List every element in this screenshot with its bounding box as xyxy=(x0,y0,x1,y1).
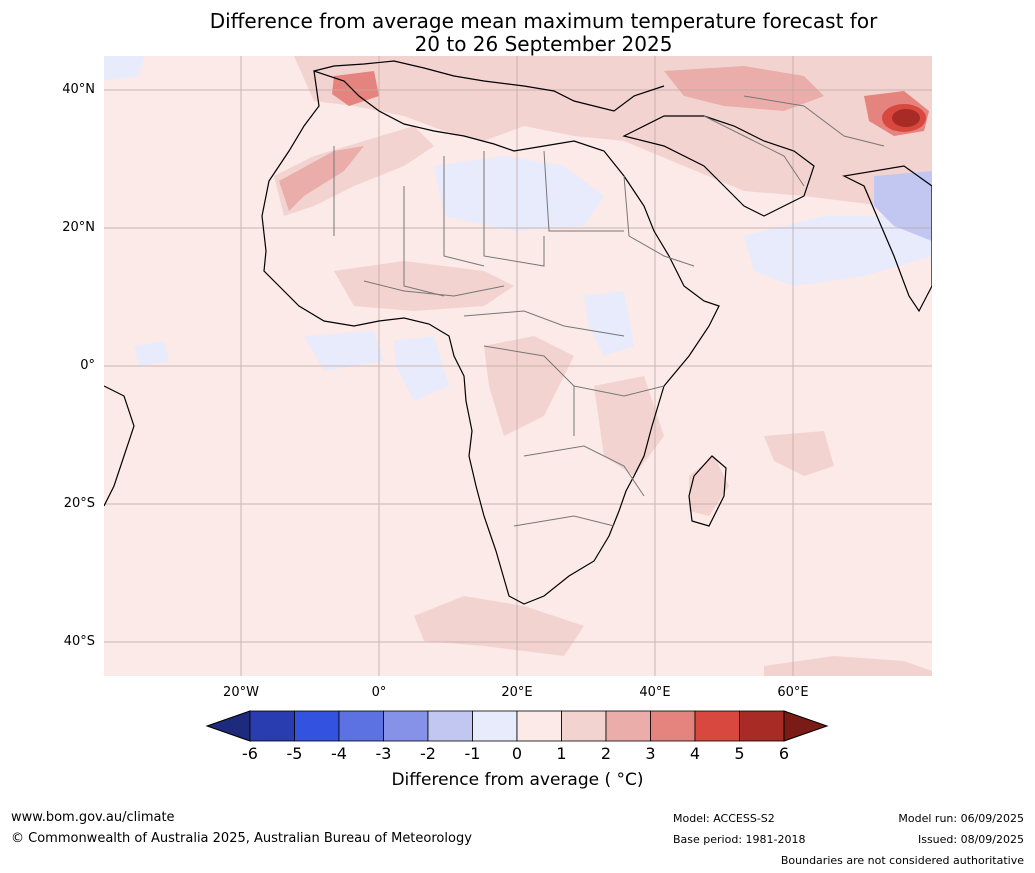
footer-model: Model: ACCESS-S2 xyxy=(673,812,775,825)
warm-region-central-africa xyxy=(484,336,574,436)
colorbar-segment xyxy=(650,710,696,742)
cool-region-india xyxy=(874,171,932,241)
colorbar-tick-label: -3 xyxy=(375,744,392,763)
cool-region-gulf-guinea xyxy=(304,331,384,371)
warm-peak-himalaya xyxy=(892,109,920,127)
colorbar-segment xyxy=(605,710,651,742)
colorbar-tick-label: -5 xyxy=(286,744,303,763)
lat-label-20s: 20°S xyxy=(63,496,95,511)
colorbar-tick-label: -1 xyxy=(464,744,481,763)
lon-label-60e: 60°E xyxy=(777,685,809,700)
footer-copyright: © Commonwealth of Australia 2025, Austra… xyxy=(11,831,472,846)
lat-label-0: 0° xyxy=(80,358,95,373)
cool-region-west-atlantic xyxy=(134,341,169,366)
madagascar-coastline xyxy=(688,455,727,527)
colorbar-segment xyxy=(694,710,740,742)
warm-region-iberia xyxy=(332,71,379,106)
colorbar-tick-label: 3 xyxy=(645,744,656,763)
forecast-map xyxy=(104,56,932,676)
country-borders xyxy=(333,95,885,527)
colorbar-tick-label: -4 xyxy=(331,744,347,763)
africa-coastline xyxy=(261,70,720,605)
warm-region-sahel xyxy=(334,261,514,311)
graticule xyxy=(104,56,932,676)
colorbar-tick-label: -2 xyxy=(420,744,436,763)
lat-label-20n: 20°N xyxy=(62,220,95,235)
map-title: Difference from average mean maximum tem… xyxy=(0,10,1035,56)
footer-website: www.bom.gov.au/climate xyxy=(11,810,175,825)
warm-region-north-africa xyxy=(274,126,434,216)
colorbar-segment xyxy=(561,710,607,742)
colorbar-extend-low xyxy=(205,710,251,742)
lon-label-20e: 20°E xyxy=(501,685,533,700)
colorbar-label: Difference from average ( °C) xyxy=(391,770,644,790)
warm-region-west-indian xyxy=(764,431,834,476)
anomaly-shading xyxy=(104,56,932,676)
colorbar-tick-label: 1 xyxy=(556,744,567,763)
warm-region-south-atlantic xyxy=(414,596,584,656)
colorbar-tick-label: -6 xyxy=(242,744,258,763)
coastlines xyxy=(104,60,932,605)
title-line-1: Difference from average mean maximum tem… xyxy=(209,9,878,33)
cool-region-east-equator xyxy=(584,291,634,356)
europe-coastline xyxy=(313,60,665,112)
title-line-2: 20 to 26 September 2025 xyxy=(414,32,673,56)
colorbar-segments xyxy=(205,710,829,742)
cool-region-sahara xyxy=(434,156,604,231)
lon-label-20w: 20°W xyxy=(223,685,259,700)
colorbar-segment xyxy=(383,710,429,742)
footer-model-run: Model run: 06/09/2025 xyxy=(898,812,1024,825)
arabia-coastline xyxy=(622,115,815,217)
cool-region-north-atlantic xyxy=(104,56,144,81)
colorbar-segment xyxy=(249,710,295,742)
warm-region-morocco xyxy=(279,146,364,211)
colorbar-segment xyxy=(739,710,785,742)
colorbar-segment xyxy=(472,710,518,742)
lat-label-40n: 40°N xyxy=(62,82,95,97)
colorbar-extend-high xyxy=(783,710,829,742)
colorbar-segment xyxy=(294,710,340,742)
footer-disclaimer: Boundaries are not considered authoritat… xyxy=(780,854,1024,867)
lon-label-40e: 40°E xyxy=(639,685,671,700)
colorbar-tick-label: 5 xyxy=(734,744,745,763)
colorbar-tick-label: 0 xyxy=(511,744,523,763)
lat-label-40s: 40°S xyxy=(63,634,95,649)
footer-issued: Issued: 08/09/2025 xyxy=(917,833,1024,846)
colorbar-tick-label: 6 xyxy=(778,744,790,763)
warm-region-turkey xyxy=(664,66,824,111)
warm-region-east-africa xyxy=(594,376,664,476)
colorbar-segment xyxy=(338,710,384,742)
colorbar-tick-label: 4 xyxy=(689,744,701,763)
footer-base-period: Base period: 1981-2018 xyxy=(673,833,806,846)
warm-region-south-indian xyxy=(764,656,932,676)
colorbar-segment xyxy=(516,710,562,742)
warm-region-europe xyxy=(294,56,932,206)
colorbar-segment xyxy=(427,710,473,742)
colorbar-tick-label: 2 xyxy=(600,744,612,763)
map-canvas xyxy=(104,56,932,676)
india-coastline xyxy=(842,165,932,313)
south-america-coastline xyxy=(104,385,135,507)
cool-region-congo-coast xyxy=(394,336,449,401)
lon-label-0: 0° xyxy=(371,685,387,700)
